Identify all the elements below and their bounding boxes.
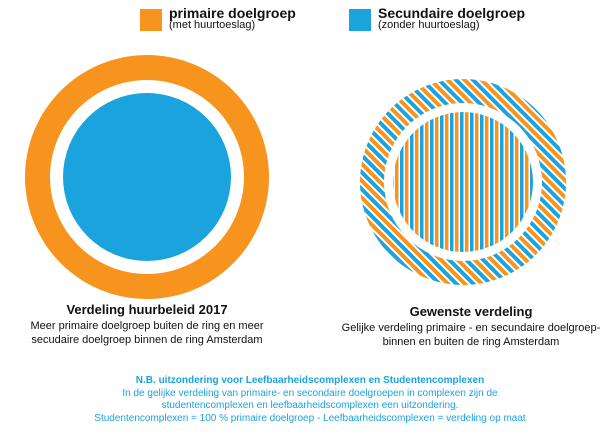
left-diagram: [25, 55, 269, 299]
note-line-1: In de gelijke verdeling van primaire- en…: [122, 387, 498, 399]
legend-primary-label: primaire doelgroep: [169, 5, 296, 21]
right-inner-circle: [393, 112, 533, 252]
left-caption-title: Verdeling huurbeleid 2017: [66, 302, 228, 317]
legend-swatch-secondary: [349, 9, 371, 31]
right-caption-line-1: Gelijke verdeling primaire - en secundai…: [341, 322, 601, 334]
legend-secondary-label: Secundaire doelgroep: [378, 5, 526, 21]
left-caption-line-2: secudaire doelgroep binnen de ring Amste…: [31, 334, 263, 346]
right-caption-line-2: binnen en buiten de ring Amsterdam: [382, 336, 560, 348]
note-line-2: studentencomplexen en leefbaarheidscompl…: [161, 400, 459, 411]
right-caption: Gewenste verdeling Gelijke verdeling pri…: [326, 304, 616, 349]
right-diagram: [360, 79, 566, 285]
legend-swatch-primary: [140, 9, 162, 31]
left-caption-line-1: Meer primaire doelgroep buiten de ring e…: [30, 320, 264, 332]
left-caption: Verdeling huurbeleid 2017 Meer primaire …: [0, 302, 294, 347]
legend-primary: primaire doelgroep (met huurtoeslag): [140, 6, 296, 31]
note-title: N.B. uitzondering voor Leefbaarheidscomp…: [135, 375, 485, 386]
note-block: N.B. uitzondering voor Leefbaarheidscomp…: [40, 375, 580, 425]
legend-secondary: Secundaire doelgroep (zonder huurtoeslag…: [349, 6, 525, 31]
left-inner-circle: [63, 93, 231, 261]
note-line-3: Studentencomplexen = 100 % primaire doel…: [94, 412, 526, 424]
legend-primary-sub: (met huurtoeslag): [169, 19, 256, 31]
legend-secondary-sub: (zonder huurtoeslag): [378, 19, 480, 31]
right-caption-title: Gewenste verdeling: [409, 304, 533, 319]
